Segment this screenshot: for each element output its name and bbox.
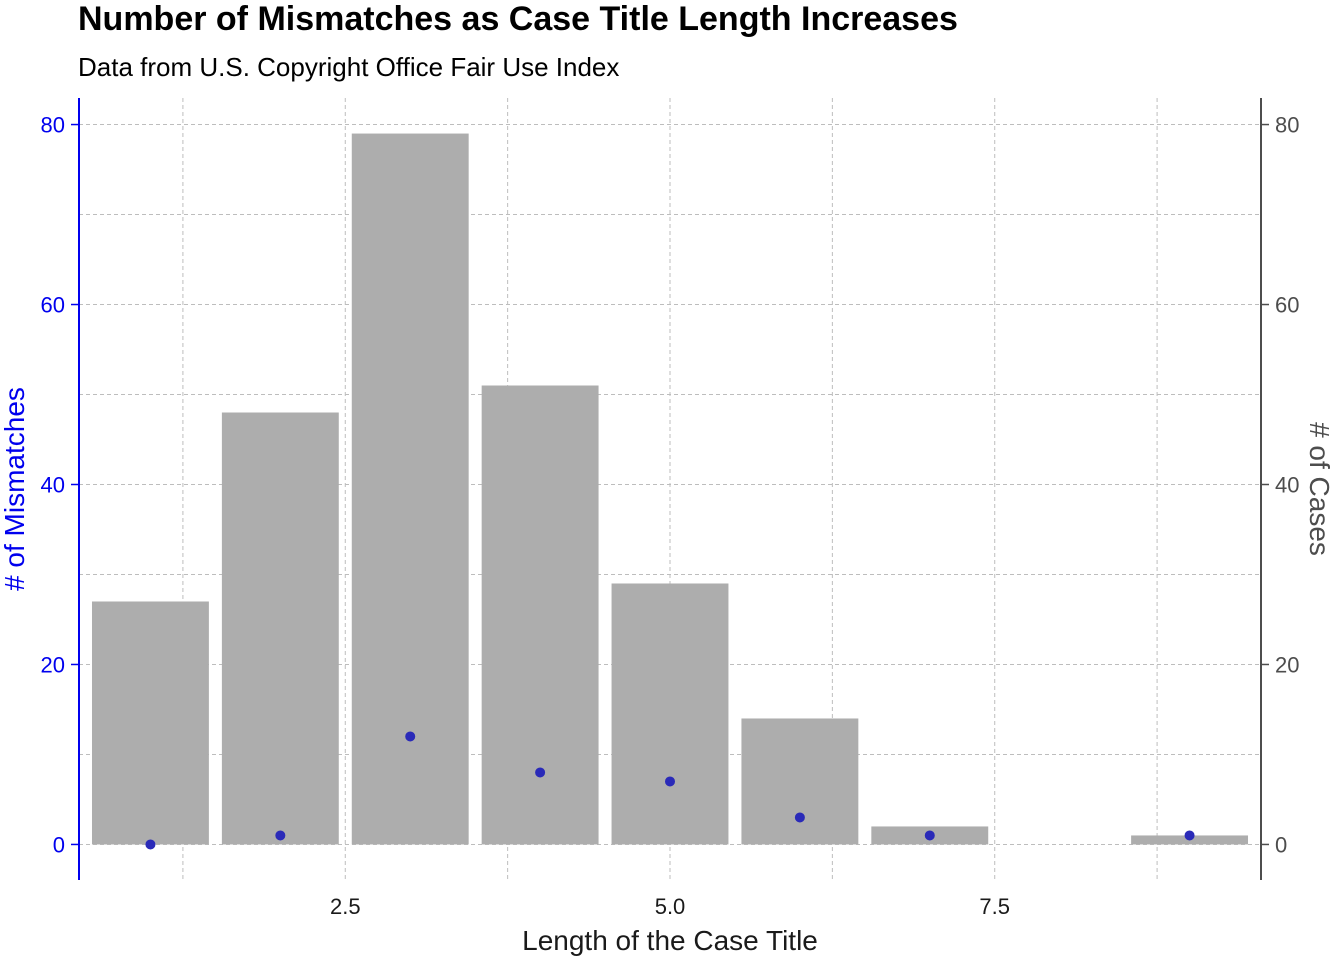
data-point bbox=[924, 830, 935, 841]
y-axis-left-label: # of Mismatches bbox=[0, 387, 30, 591]
x-tick-label: 2.5 bbox=[330, 894, 361, 919]
y-tick-right-label: 60 bbox=[1275, 293, 1299, 318]
y-tick-right-label: 0 bbox=[1275, 832, 1287, 857]
y-tick-left-label: 80 bbox=[41, 113, 65, 138]
bar bbox=[611, 583, 729, 845]
data-point bbox=[145, 839, 156, 850]
y-tick-right-label: 20 bbox=[1275, 652, 1299, 677]
data-point bbox=[405, 731, 416, 742]
x-tick-label: 5.0 bbox=[655, 894, 686, 919]
x-axis-label: Length of the Case Title bbox=[522, 925, 818, 956]
axes bbox=[71, 98, 1269, 880]
data-point bbox=[535, 767, 546, 778]
bar bbox=[221, 412, 339, 845]
data-point bbox=[665, 776, 675, 787]
bar bbox=[741, 718, 859, 845]
data-point bbox=[275, 830, 286, 841]
point-series bbox=[145, 731, 1195, 850]
y-axis-right-label: # of Cases bbox=[1304, 422, 1335, 556]
y-tick-right-label: 40 bbox=[1275, 473, 1299, 498]
bar bbox=[351, 133, 469, 845]
y-tick-right-label: 80 bbox=[1275, 113, 1299, 138]
bar-series bbox=[91, 133, 1249, 845]
bar bbox=[91, 601, 209, 845]
y-tick-left-label: 40 bbox=[41, 473, 65, 498]
x-tick-label: 7.5 bbox=[979, 894, 1010, 919]
chart-title: Number of Mismatches as Case Title Lengt… bbox=[78, 0, 958, 38]
data-point bbox=[1184, 830, 1195, 841]
tick-labels: 0 0 20 20 40 40 60 60 80 80 2.5 5.0 7.5 bbox=[41, 113, 1300, 919]
y-tick-left-label: 60 bbox=[41, 293, 65, 318]
data-point bbox=[794, 812, 805, 823]
y-tick-left-label: 0 bbox=[53, 832, 65, 857]
y-tick-left-label: 20 bbox=[41, 652, 65, 677]
chart-subtitle: Data from U.S. Copyright Office Fair Use… bbox=[78, 52, 620, 82]
